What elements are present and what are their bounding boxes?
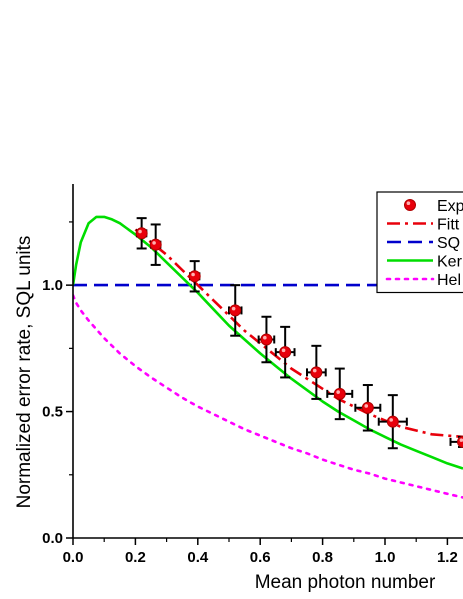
data-point-group [274, 325, 296, 379]
data-point-highlight [191, 272, 195, 277]
data-point-highlight [459, 438, 463, 442]
data-point-highlight [152, 241, 156, 245]
data-point-highlight [138, 229, 142, 234]
data-point [310, 366, 323, 379]
x-axis-title: Mean photon number [255, 572, 436, 593]
x-tick-label: 0.6 [250, 549, 271, 566]
series-line-hel [73, 293, 463, 499]
data-point-group [326, 367, 354, 421]
data-point-group [354, 384, 382, 432]
data-point-group [306, 344, 327, 400]
data-point-group [149, 223, 162, 266]
data-point [229, 304, 242, 317]
data-point [457, 435, 463, 448]
y-tick-label: 1.0 [42, 277, 63, 294]
data-point [386, 415, 399, 428]
data-point [135, 227, 148, 240]
data-point-group [188, 260, 201, 293]
legend-label: Fitt [437, 217, 460, 234]
legend-label: Hel [437, 272, 461, 289]
data-point [149, 238, 162, 251]
data-point-highlight [281, 348, 286, 353]
x-tick-label: 1.0 [375, 549, 396, 566]
data-point-highlight [312, 368, 317, 373]
data-point-group [135, 217, 148, 250]
legend-marker-highlight [406, 201, 411, 205]
data-point-highlight [263, 335, 267, 340]
data-point-highlight [389, 418, 394, 422]
x-tick-label: 0.0 [63, 549, 84, 566]
data-point [361, 401, 374, 414]
x-tick-label: 0.8 [312, 549, 333, 566]
data-point-highlight [364, 404, 369, 408]
data-point-group [377, 394, 408, 450]
legend-label: Ker [437, 254, 463, 271]
data-point [260, 333, 273, 346]
data-point [188, 270, 201, 283]
data-point [333, 387, 346, 400]
data-point [279, 346, 292, 359]
series-line-ker [73, 215, 463, 470]
data-point-highlight [231, 306, 236, 311]
data-point-group [257, 315, 276, 364]
axes: 0.0 0.2 0.4 0.6 0.8 1.0 1.2 0.0 0.5 1.0 [42, 184, 463, 566]
y-tick-label: 0.0 [42, 530, 63, 547]
legend-label: Exp [437, 198, 463, 215]
y-tick-label: 0.5 [42, 404, 63, 421]
x-tick-label: 0.2 [125, 549, 146, 566]
data-point-group [228, 284, 243, 337]
y-axis-title: Normalized error rate, SQL units [14, 236, 35, 509]
plot-area [73, 215, 463, 499]
x-tick-label: 1.2 [437, 549, 458, 566]
data-point-group [449, 435, 463, 448]
data-point-highlight [336, 390, 340, 394]
legend-marker-exp [404, 199, 416, 211]
legend-label: SQ [437, 235, 460, 252]
x-tick-label: 0.4 [187, 549, 209, 566]
